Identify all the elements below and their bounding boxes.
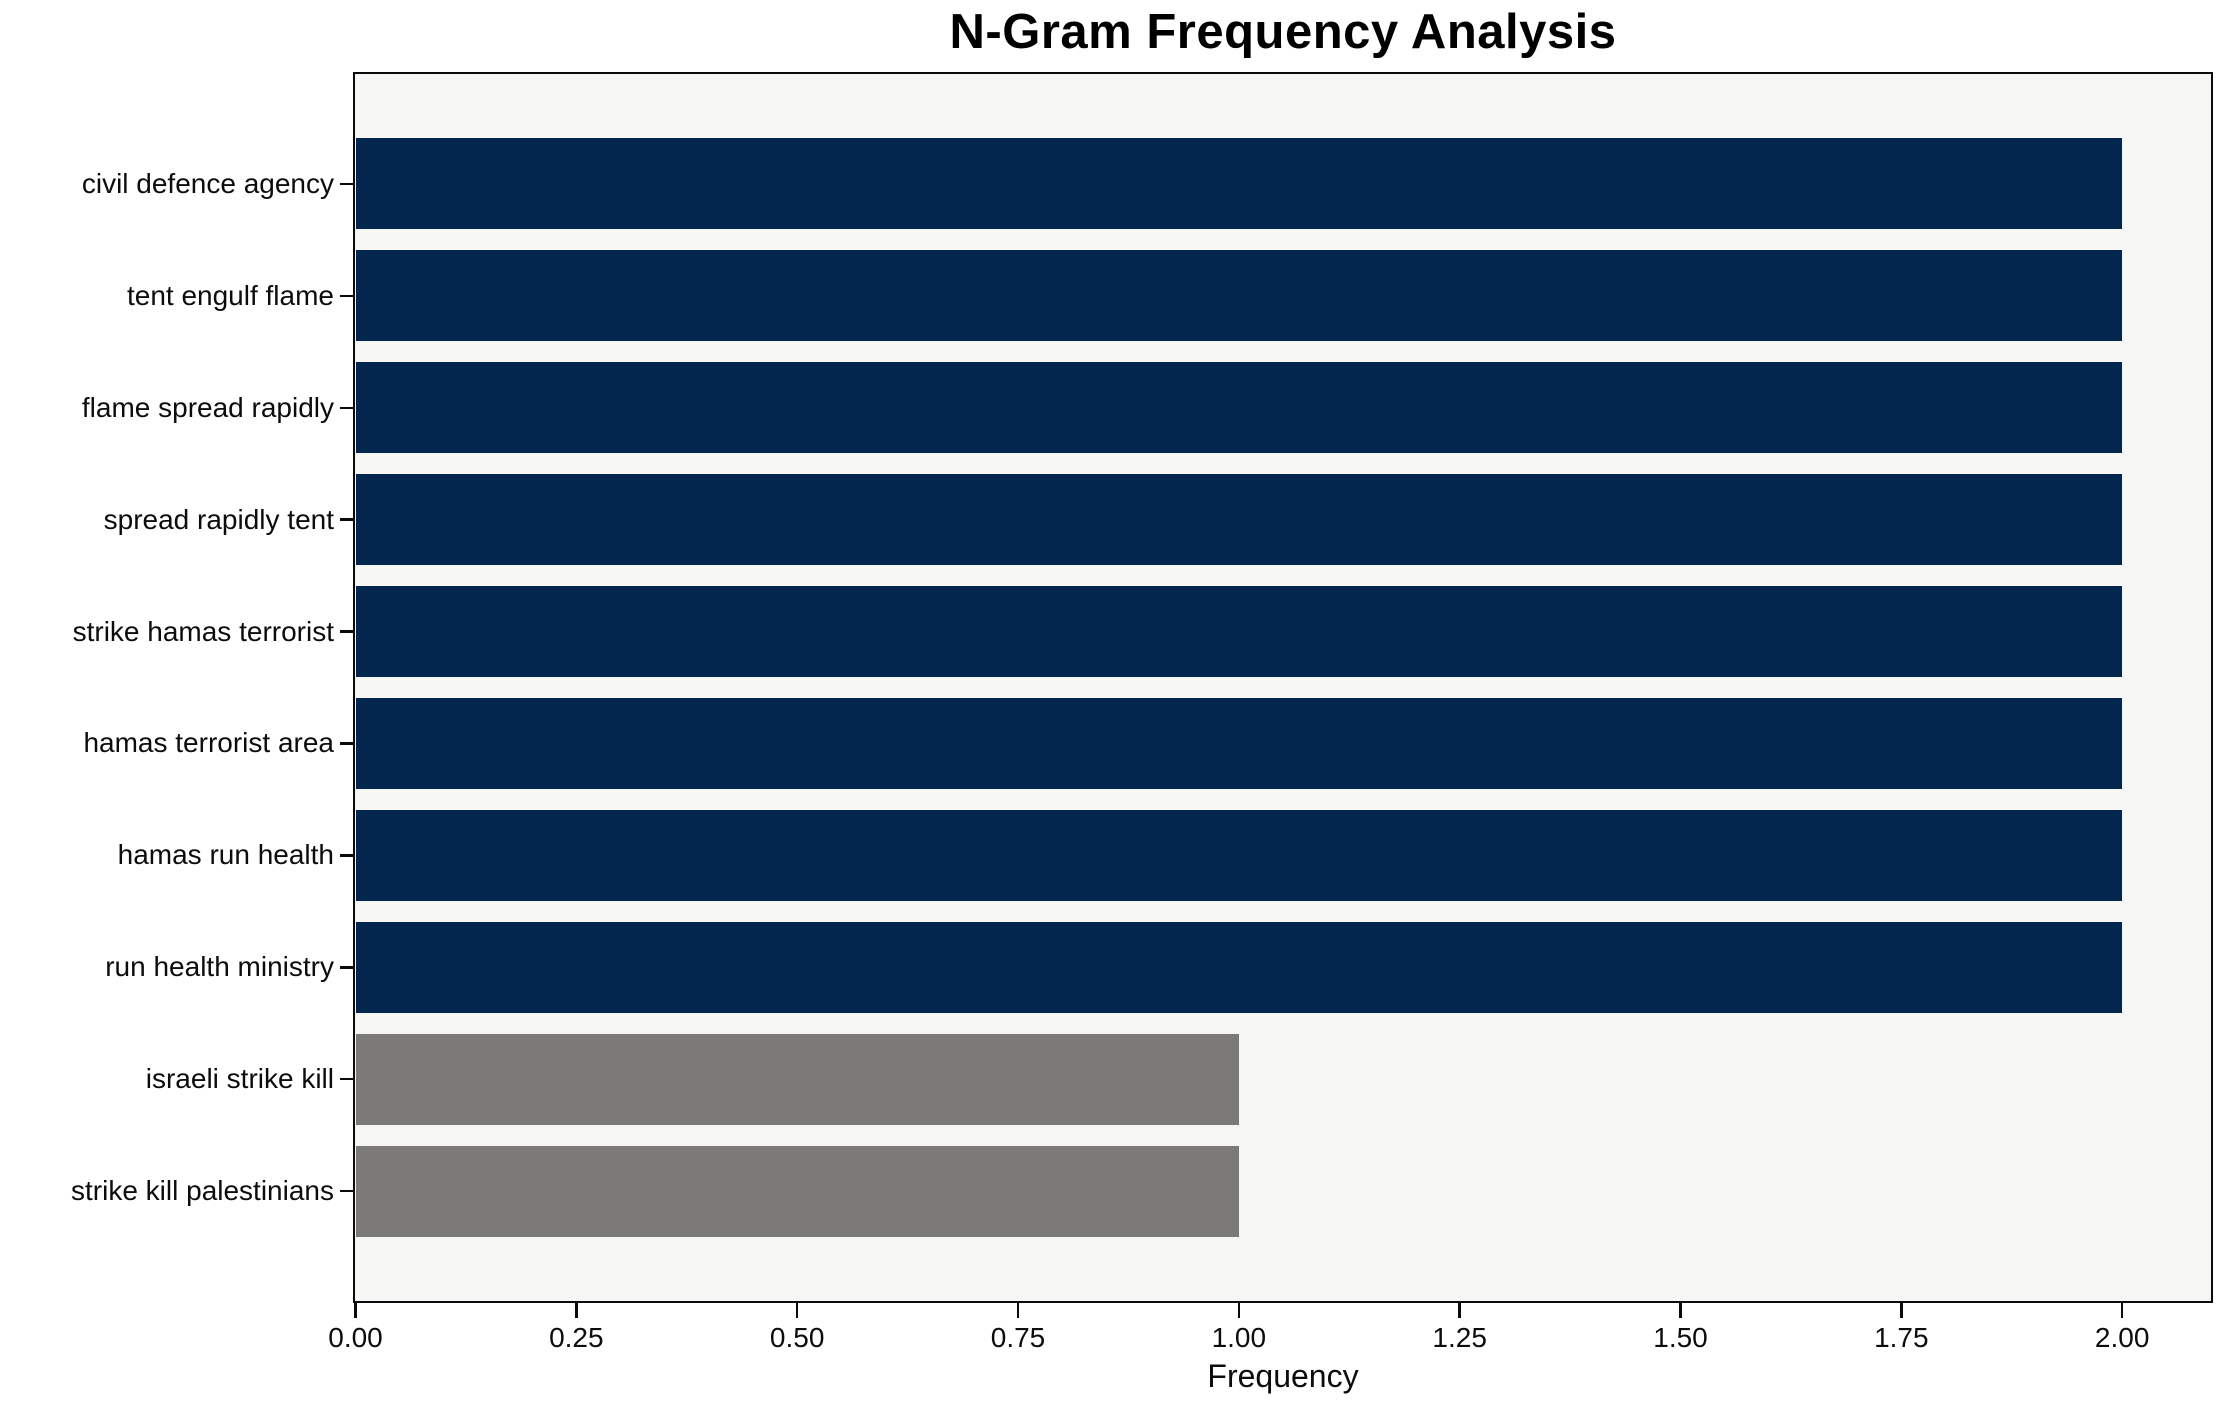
y-axis-label: run health ministry bbox=[105, 951, 334, 983]
y-axis-tick bbox=[340, 406, 353, 409]
x-axis-tick-label: 2.00 bbox=[2094, 1322, 2150, 1353]
x-axis-tick-label: 1.25 bbox=[1432, 1322, 1487, 1353]
chart-title: N-Gram Frequency Analysis bbox=[949, 5, 1617, 59]
bar bbox=[355, 474, 2123, 566]
y-axis-label: hamas terrorist area bbox=[83, 727, 334, 759]
y-axis-tick bbox=[340, 1189, 353, 1193]
bar bbox=[355, 250, 2123, 342]
x-axis-label: Frequency bbox=[1207, 1358, 1359, 1394]
y-axis-tick bbox=[340, 966, 353, 969]
x-axis-tick bbox=[2120, 1303, 2124, 1318]
bar bbox=[355, 697, 2123, 789]
x-axis-tick-label: 1.00 bbox=[1211, 1322, 1267, 1353]
y-axis-tick bbox=[340, 294, 353, 298]
x-axis-tick-label: 1.75 bbox=[1874, 1322, 1929, 1353]
x-axis-tick-label: 0.75 bbox=[990, 1322, 1046, 1353]
y-axis-label: flame spread rapidly bbox=[81, 391, 334, 423]
x-axis-tick bbox=[1679, 1303, 1682, 1318]
y-axis-label: hamas run health bbox=[117, 839, 334, 871]
x-axis-tick-label: 0.50 bbox=[769, 1322, 825, 1353]
x-axis-tick bbox=[1458, 1303, 1461, 1318]
y-axis-tick bbox=[340, 1077, 353, 1081]
y-axis-label: tent engulf flame bbox=[126, 279, 334, 311]
y-axis-tick bbox=[340, 742, 353, 745]
bar bbox=[355, 1033, 1239, 1125]
x-axis-tick bbox=[1900, 1303, 1903, 1318]
bar bbox=[355, 586, 2123, 678]
bar bbox=[355, 138, 2123, 230]
y-axis-label: strike kill palestinians bbox=[71, 1175, 334, 1207]
y-axis-tick bbox=[340, 518, 353, 521]
x-axis-tick bbox=[1237, 1303, 1241, 1318]
y-axis-label: spread rapidly tent bbox=[103, 503, 334, 535]
y-axis-label: strike hamas terrorist bbox=[72, 615, 334, 647]
bar bbox=[355, 362, 2123, 454]
x-axis-tick bbox=[575, 1303, 578, 1318]
x-axis-tick-label: 1.50 bbox=[1653, 1322, 1708, 1353]
x-axis-tick bbox=[1016, 1303, 1020, 1318]
y-axis-label: israeli strike kill bbox=[145, 1063, 334, 1095]
bar bbox=[355, 809, 2123, 901]
y-axis-tick bbox=[340, 854, 353, 857]
bar bbox=[355, 1145, 1239, 1237]
y-axis-tick bbox=[340, 630, 353, 633]
x-axis-tick-label: 0.25 bbox=[549, 1322, 604, 1353]
y-axis-label: civil defence agency bbox=[81, 167, 334, 199]
bar bbox=[355, 921, 2123, 1013]
x-axis-tick-label: 0.00 bbox=[328, 1322, 383, 1353]
x-axis-tick bbox=[795, 1303, 799, 1318]
x-axis-tick bbox=[354, 1303, 357, 1318]
y-axis-tick bbox=[340, 182, 353, 186]
